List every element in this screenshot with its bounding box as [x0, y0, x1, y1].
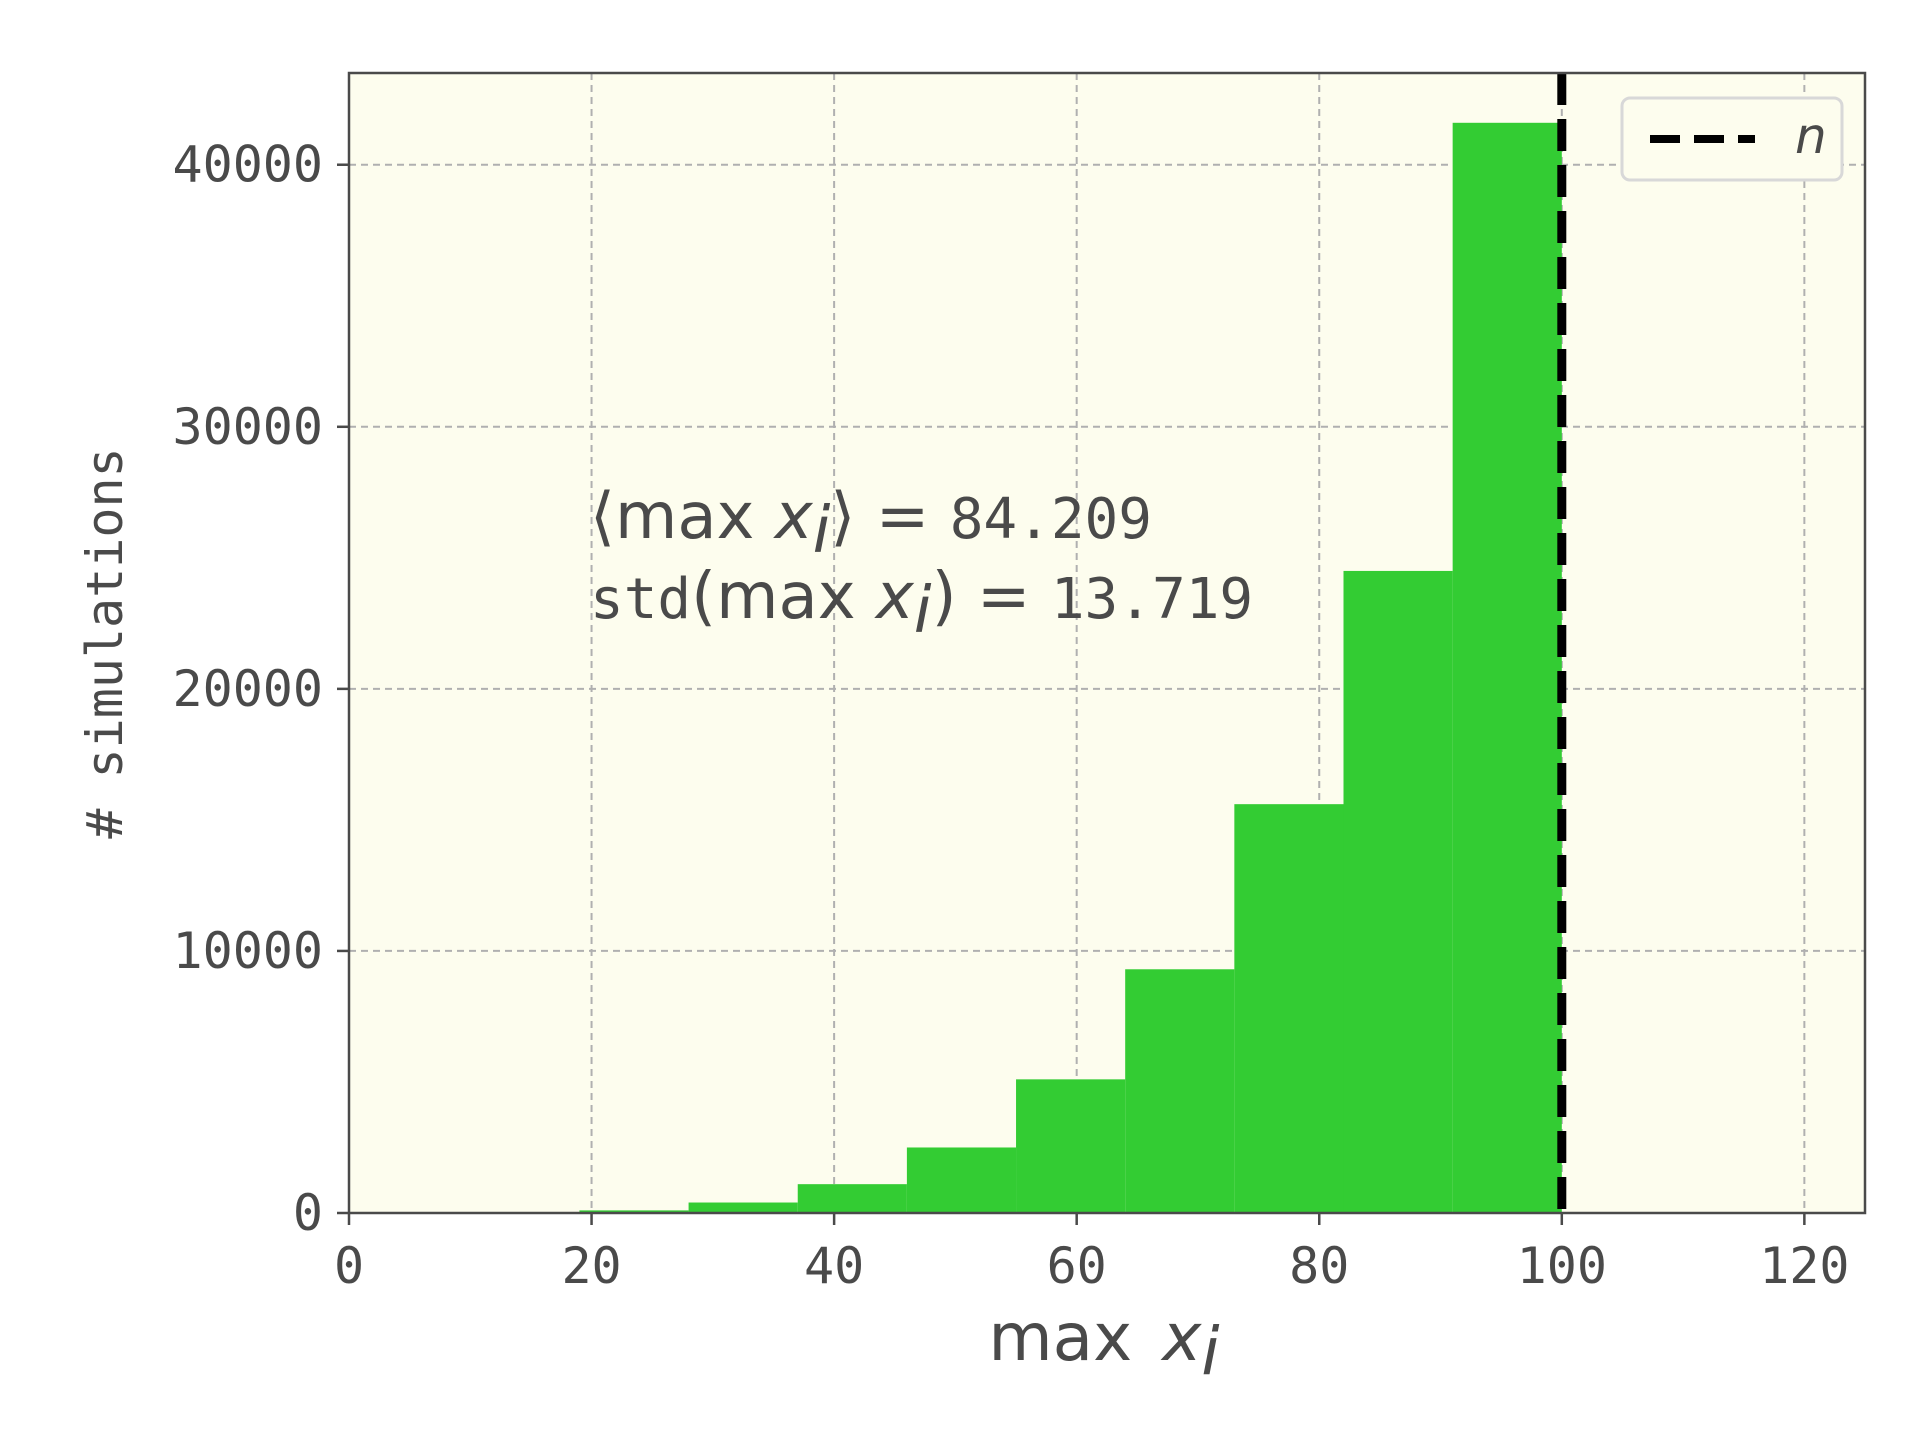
legend: n — [1620, 96, 1844, 182]
x-axis-label: max xi — [988, 1299, 1220, 1390]
histogram-bar — [1125, 969, 1235, 1213]
histogram-bar — [579, 1210, 689, 1213]
x-axis-label-text: max — [988, 1299, 1132, 1376]
x-axis-label-var: x — [1160, 1299, 1202, 1376]
mean-annotation: ⟨max xi⟩ = 84.209 — [590, 480, 1152, 568]
histogram-bar — [1452, 122, 1562, 1214]
y-tick-label: 10000 — [172, 922, 323, 980]
y-axis-label: # simulations — [76, 447, 134, 838]
legend-box — [1620, 96, 1844, 182]
x-axis-ticks: 0 20 40 60 80 100 120 — [334, 1213, 1850, 1295]
y-tick-label: 30000 — [172, 398, 323, 456]
histogram-bar — [906, 1147, 1017, 1213]
histogram-bars — [579, 122, 1562, 1214]
x-tick-label: 60 — [1047, 1237, 1107, 1295]
y-tick-label: 40000 — [172, 136, 323, 194]
mean-annotation-sub: i — [813, 494, 831, 568]
x-tick-label: 120 — [1759, 1237, 1849, 1295]
std-annotation-sub: i — [914, 574, 932, 648]
legend-label: n — [1795, 107, 1827, 165]
std-annotation-var: x — [874, 560, 915, 634]
histogram-bar — [688, 1202, 798, 1213]
std-annotation-eq: ) = — [932, 560, 1051, 634]
mean-annotation-prefix: ⟨max — [590, 480, 775, 554]
histogram-bar — [1016, 1079, 1126, 1213]
histogram-bar — [797, 1184, 907, 1213]
y-tick-label: 0 — [293, 1184, 323, 1242]
std-annotation-value: 13.719 — [1051, 567, 1253, 632]
histogram-bar — [1234, 804, 1344, 1213]
x-tick-label: 0 — [334, 1237, 364, 1295]
plot-background — [349, 73, 1865, 1213]
x-tick-label: 80 — [1289, 1237, 1349, 1295]
x-tick-label: 100 — [1517, 1237, 1607, 1295]
x-axis-label-sub: i — [1201, 1313, 1220, 1390]
std-annotation-prefix-fn: std — [590, 567, 691, 632]
mean-annotation-value: 84.209 — [950, 487, 1152, 552]
plot-frame — [347, 71, 1867, 1215]
std-annotation: std(max xi) = 13.719 — [590, 560, 1253, 648]
mean-annotation-var: x — [773, 480, 814, 554]
x-tick-label: 20 — [561, 1237, 621, 1295]
histogram-bar — [1343, 570, 1453, 1213]
x-tick-label: 40 — [804, 1237, 864, 1295]
std-annotation-prefix: (max — [691, 560, 876, 634]
mean-annotation-eq: ⟩ = — [830, 480, 949, 554]
y-tick-label: 20000 — [172, 660, 323, 718]
y-axis-ticks: 0 10000 20000 30000 40000 — [172, 136, 349, 1242]
